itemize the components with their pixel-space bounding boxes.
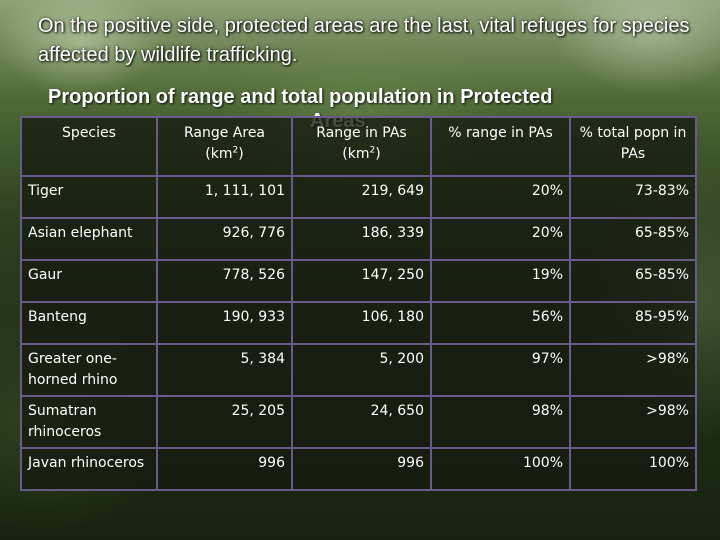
pct-popn-cell: >98% [569, 395, 697, 449]
table-row: Greater one-horned rhino 5, 384 5, 200 9… [20, 343, 697, 397]
pct-popn-cell: 65-85% [569, 259, 697, 303]
range-area-cell: 926, 776 [156, 217, 293, 261]
pct-popn-cell: >98% [569, 343, 697, 397]
table-row: Gaur 778, 526 147, 250 19% 65-85% [20, 259, 697, 303]
table-title-line1: Proportion of range and total population… [48, 86, 553, 108]
header-pct-range: % range in PAs [430, 116, 571, 177]
species-cell: Gaur [20, 259, 158, 303]
protected-areas-table: Species Range Area (km2) Range in PAs (k… [20, 116, 697, 491]
species-cell: Banteng [20, 301, 158, 345]
pct-range-cell: 20% [430, 217, 571, 261]
range-area-cell: 190, 933 [156, 301, 293, 345]
table-row: Banteng 190, 933 106, 180 56% 85-95% [20, 301, 697, 345]
pct-range-cell: 56% [430, 301, 571, 345]
pct-popn-cell: 65-85% [569, 217, 697, 261]
table-row: Tiger 1, 111, 101 219, 649 20% 73-83% [20, 175, 697, 219]
header-pct-popn: % total popn in PAs [569, 116, 697, 177]
pct-range-cell: 100% [430, 447, 571, 491]
header-range-area: Range Area (km2) [156, 116, 293, 177]
range-in-pas-cell: 24, 650 [291, 395, 432, 449]
pct-range-cell: 20% [430, 175, 571, 219]
range-area-cell: 996 [156, 447, 293, 491]
slide-headline: On the positive side, protected areas ar… [38, 15, 690, 66]
range-in-pas-cell: 5, 200 [291, 343, 432, 397]
range-in-pas-cell: 996 [291, 447, 432, 491]
species-cell: Javan rhinoceros [20, 447, 158, 491]
range-area-cell: 5, 384 [156, 343, 293, 397]
range-in-pas-cell: 106, 180 [291, 301, 432, 345]
pct-popn-cell: 85-95% [569, 301, 697, 345]
range-area-cell: 778, 526 [156, 259, 293, 303]
range-area-cell: 1, 111, 101 [156, 175, 293, 219]
species-cell: Sumatran rhinoceros [20, 395, 158, 449]
species-cell: Tiger [20, 175, 158, 219]
range-in-pas-cell: 186, 339 [291, 217, 432, 261]
range-in-pas-cell: 147, 250 [291, 259, 432, 303]
pct-range-cell: 97% [430, 343, 571, 397]
range-area-cell: 25, 205 [156, 395, 293, 449]
range-in-pas-cell: 219, 649 [291, 175, 432, 219]
species-cell: Asian elephant [20, 217, 158, 261]
species-cell: Greater one-horned rhino [20, 343, 158, 397]
pct-range-cell: 98% [430, 395, 571, 449]
table-header-row: Species Range Area (km2) Range in PAs (k… [20, 116, 697, 177]
table-row: Sumatran rhinoceros 25, 205 24, 650 98% … [20, 395, 697, 449]
table-row: Javan rhinoceros 996 996 100% 100% [20, 447, 697, 491]
header-species: Species [20, 116, 158, 177]
pct-popn-cell: 73-83% [569, 175, 697, 219]
pct-range-cell: 19% [430, 259, 571, 303]
table-row: Asian elephant 926, 776 186, 339 20% 65-… [20, 217, 697, 261]
header-range-in-pas: Range in PAs (km2) [291, 116, 432, 177]
pct-popn-cell: 100% [569, 447, 697, 491]
